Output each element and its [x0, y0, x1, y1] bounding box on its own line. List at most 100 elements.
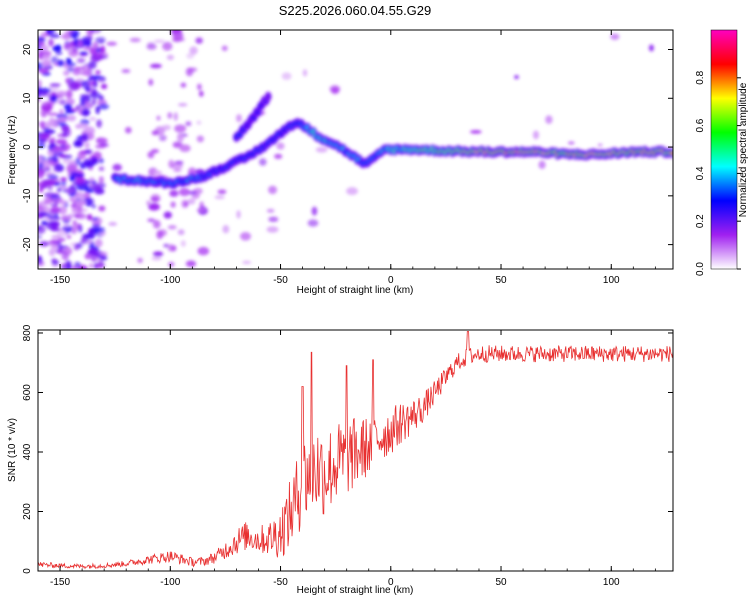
spectrogram-noise-blob [94, 188, 105, 195]
spectrogram-noise-blob [87, 76, 93, 82]
spectrogram-noise-blob [100, 83, 108, 90]
spectrogram-noise-blob [55, 90, 67, 97]
spectrogram-noise-blob [95, 144, 106, 149]
spectrogram-noise-blob [276, 142, 285, 150]
spectrogram-noise-blob [76, 223, 82, 230]
spectrogram-noise-blob [38, 255, 42, 260]
spectrogram-noise-blob [68, 82, 80, 91]
spectrogram-noise-blob [50, 95, 58, 103]
spectrogram-noise-blob [152, 251, 164, 257]
spectrogram-noise-blob [85, 86, 91, 92]
spectrogram-y-tick-label: -10 [22, 188, 33, 203]
spectrogram-noise-blob [62, 158, 72, 164]
spectrogram-noise-blob [40, 120, 45, 129]
spectrogram-noise-blob [268, 185, 278, 195]
spectrogram-noise-blob [94, 53, 103, 57]
spectrogram-noise-blob [57, 116, 68, 123]
spectrogram-noise-blob [40, 32, 49, 38]
spectrogram-noise-blob [151, 256, 162, 261]
spectrogram-y-tick-label: -20 [22, 237, 33, 252]
spectrogram-noise-blob [195, 37, 203, 44]
spectrogram-noise-blob [40, 132, 51, 138]
spectrogram-noise-blob [147, 218, 156, 222]
spectrogram-noise-blob [91, 88, 98, 96]
spectrogram-noise-blob [180, 240, 186, 247]
spectrogram-noise-blob [79, 238, 90, 245]
spectrogram-noise-blob [173, 112, 178, 121]
spectrogram-noise-blob [153, 39, 165, 43]
spectrogram-noise-blob [41, 55, 51, 60]
spectrogram-noise-blob [71, 223, 79, 232]
spectrogram-noise-blob [38, 235, 42, 239]
spectrogram-noise-blob [95, 70, 101, 75]
spectrogram-noise-blob [70, 32, 78, 40]
spectrogram-noise-blob [311, 206, 318, 216]
spectrogram-noise-blob [87, 61, 97, 69]
spectrogram-noise-blob [39, 110, 51, 115]
spectrogram-noise-blob [97, 78, 105, 83]
snr-y-tick-label: 200 [22, 503, 33, 520]
spectrogram-noise-blob [222, 225, 230, 234]
spectrogram-noise-blob [187, 198, 196, 205]
spectrogram-noise-blob [98, 205, 106, 212]
spectrogram-y-label: Frequency (Hz) [7, 116, 18, 185]
spectrogram-noise-blob [44, 197, 54, 205]
spectrogram-noise-blob [86, 240, 93, 244]
spectrogram-noise-blob [90, 156, 98, 164]
spectrogram-noise-blob [197, 246, 210, 256]
spectrogram-noise-blob [242, 260, 252, 264]
spectrogram-heatmap [38, 30, 673, 269]
spectrogram-x-tick-label: 50 [495, 275, 507, 286]
spectrogram-noise-blob [91, 98, 97, 106]
snr-y-tick-label: 400 [22, 443, 33, 460]
spectrogram-noise-blob [38, 157, 43, 164]
spectrogram-noise-blob [55, 44, 62, 50]
spectrogram-noise-blob [65, 77, 71, 84]
snr-y-tick-label: 600 [22, 384, 33, 401]
spectrogram-noise-blob [96, 119, 103, 128]
spectrogram-noise-blob [73, 214, 82, 218]
spectrogram-noise-blob [89, 177, 95, 182]
snr-x-tick-label: 100 [603, 577, 620, 588]
spectrogram-noise-blob [75, 77, 84, 83]
spectrogram-noise-blob [76, 57, 86, 64]
spectrogram-noise-blob [38, 225, 46, 234]
spectrogram-noise-blob [48, 248, 56, 257]
spectrogram-noise-blob [163, 211, 173, 219]
spectrogram-noise-blob [74, 173, 85, 177]
spectrogram-noise-blob [61, 125, 70, 132]
spectrogram-noise-blob [307, 219, 319, 227]
spectrogram-noise-blob [81, 133, 89, 142]
spectrogram-noise-blob [47, 118, 60, 128]
spectrogram-noise-blob [146, 43, 157, 50]
spectrogram-noise-blob [538, 160, 546, 169]
spectrogram-noise-blob [94, 264, 104, 269]
colorbar: 0.0 0.2 0.4 0.6 0.8 Normalized spectral ampl… [695, 29, 749, 276]
colorbar-label: Normalized spectral amplitude [738, 82, 749, 217]
spectrogram-x-label: Height of straight line (km) [297, 285, 414, 296]
spectrogram-noise-blob [168, 261, 175, 267]
spectrogram-secondary-ridge [232, 91, 272, 143]
spectrogram-noise-blob [153, 170, 163, 176]
spectrogram-noise-blob [302, 69, 308, 77]
snr-series-line [38, 331, 673, 570]
snr-x-tick-label: 50 [495, 577, 507, 588]
spectrogram-noise-blob [61, 252, 69, 261]
snr-y-tick-label: 0 [22, 568, 33, 574]
spectrogram-y-axis: -20 -10 0 10 20 [22, 44, 673, 252]
spectrogram-noise-blob [545, 115, 553, 124]
spectrogram-noise-blob [58, 205, 68, 215]
spectrogram-noise-blob [148, 78, 154, 86]
colorbar-tick-label: 0.6 [695, 118, 706, 132]
spectrogram-noise-blob [196, 135, 204, 143]
spectrogram-noise-blob [196, 120, 202, 125]
spectrogram-noise-blob [167, 112, 173, 119]
spectrogram-noise-blob [45, 179, 56, 186]
spectrogram-noise-blob [66, 163, 78, 173]
snr-frame [37, 329, 674, 572]
spectrogram-noise-blob [221, 45, 228, 52]
spectrogram-noise-blob [38, 86, 44, 94]
spectrogram-noise-blob [181, 199, 189, 209]
spectrogram-noise-blob [79, 51, 89, 55]
spectrogram-noise-layer [38, 30, 654, 269]
